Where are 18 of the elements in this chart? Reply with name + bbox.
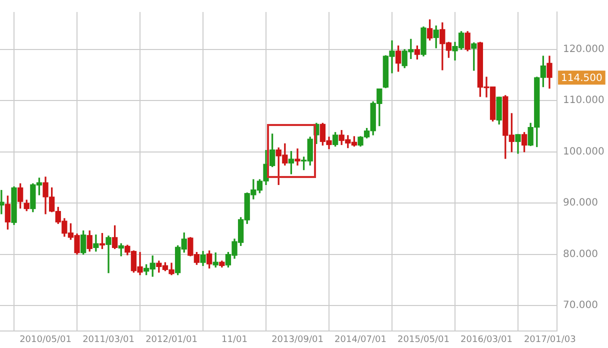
annotation: 114.500 xyxy=(561,73,602,84)
x-tick-label: 2011/03/01 xyxy=(82,334,134,345)
x-tick-label: 2010/05/01 xyxy=(20,334,72,345)
x-tick-label: 2015/05/01 xyxy=(398,334,450,345)
x-tick-label: 2012/01/01 xyxy=(146,334,198,345)
y-tick-label: 70.000 xyxy=(563,300,598,312)
candlestick xyxy=(294,148,300,166)
x-tick-label: 11/01 xyxy=(222,334,248,345)
x-tick-label: 2013/09/01 xyxy=(272,334,324,345)
x-tick-label: 2014/07/01 xyxy=(334,334,386,345)
x-tick-label: 2016/03/01 xyxy=(460,334,512,345)
y-tick-label: 90.000 xyxy=(563,198,598,209)
x-tick-label: 2017/01/03 xyxy=(524,334,576,345)
y-tick-label: 120.000 xyxy=(563,44,604,55)
y-tick-label: 110.000 xyxy=(563,95,604,106)
y-tick-label: 100.000 xyxy=(563,146,604,158)
y-tick-label: 80.000 xyxy=(563,248,598,260)
candlestick xyxy=(106,236,112,274)
